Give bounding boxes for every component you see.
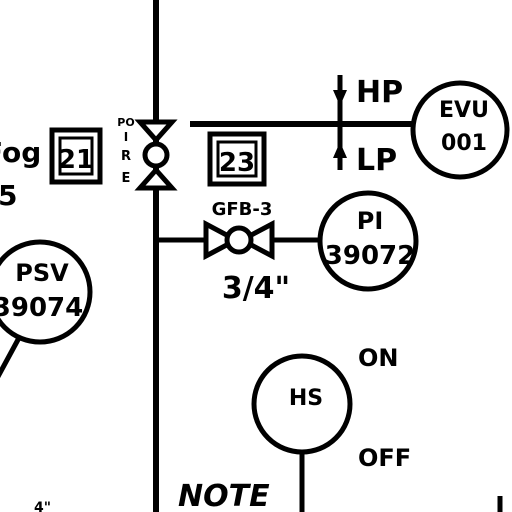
pi-number: 39072 xyxy=(325,241,415,271)
fog-number: 5 xyxy=(0,179,17,212)
lp-arrow xyxy=(333,142,347,158)
hp-arrow xyxy=(333,90,347,106)
off-label: OFF xyxy=(358,444,411,472)
psv-leader-line xyxy=(0,334,23,379)
main-valve-bottom xyxy=(134,166,178,191)
box-21-inner xyxy=(58,136,94,176)
pi-tag: PI xyxy=(357,207,384,235)
valve-letter-po: PO xyxy=(117,116,134,129)
main-valve-top xyxy=(134,119,178,144)
psv-tag: PSV xyxy=(15,259,69,287)
valve-letter-e: E xyxy=(122,171,131,186)
valve-letter-r: R xyxy=(121,149,131,164)
main-valve-ball xyxy=(142,141,170,169)
valve-letter-i: I xyxy=(124,130,128,144)
psv-bubble xyxy=(0,239,93,345)
gfb-label: GFB-3 xyxy=(212,199,273,220)
evu-bubble xyxy=(410,80,510,180)
box-23-inner xyxy=(216,140,258,178)
gfb-valve-right xyxy=(236,219,275,261)
psv-number: 39074 xyxy=(0,293,83,323)
pi-bubble xyxy=(317,190,419,292)
fog-label: Fog xyxy=(0,136,41,169)
box-23-label: 23 xyxy=(219,148,255,178)
lp-label: LP xyxy=(356,143,397,178)
evu-number: 001 xyxy=(441,131,487,156)
evu-tag: EVU xyxy=(439,98,489,123)
gfb-valve-ball xyxy=(224,225,254,255)
box-21-label: 21 xyxy=(58,145,94,175)
note-label: NOTE xyxy=(178,479,270,512)
hp-label: HP xyxy=(356,75,403,110)
hs-bubble xyxy=(251,353,353,455)
gfb-valve-left xyxy=(203,219,242,261)
bottom-fragment: 4" xyxy=(34,500,51,512)
hs-tag: HS xyxy=(289,386,323,411)
on-label: ON xyxy=(358,344,399,372)
pipe-size-label: 3/4" xyxy=(222,271,290,306)
